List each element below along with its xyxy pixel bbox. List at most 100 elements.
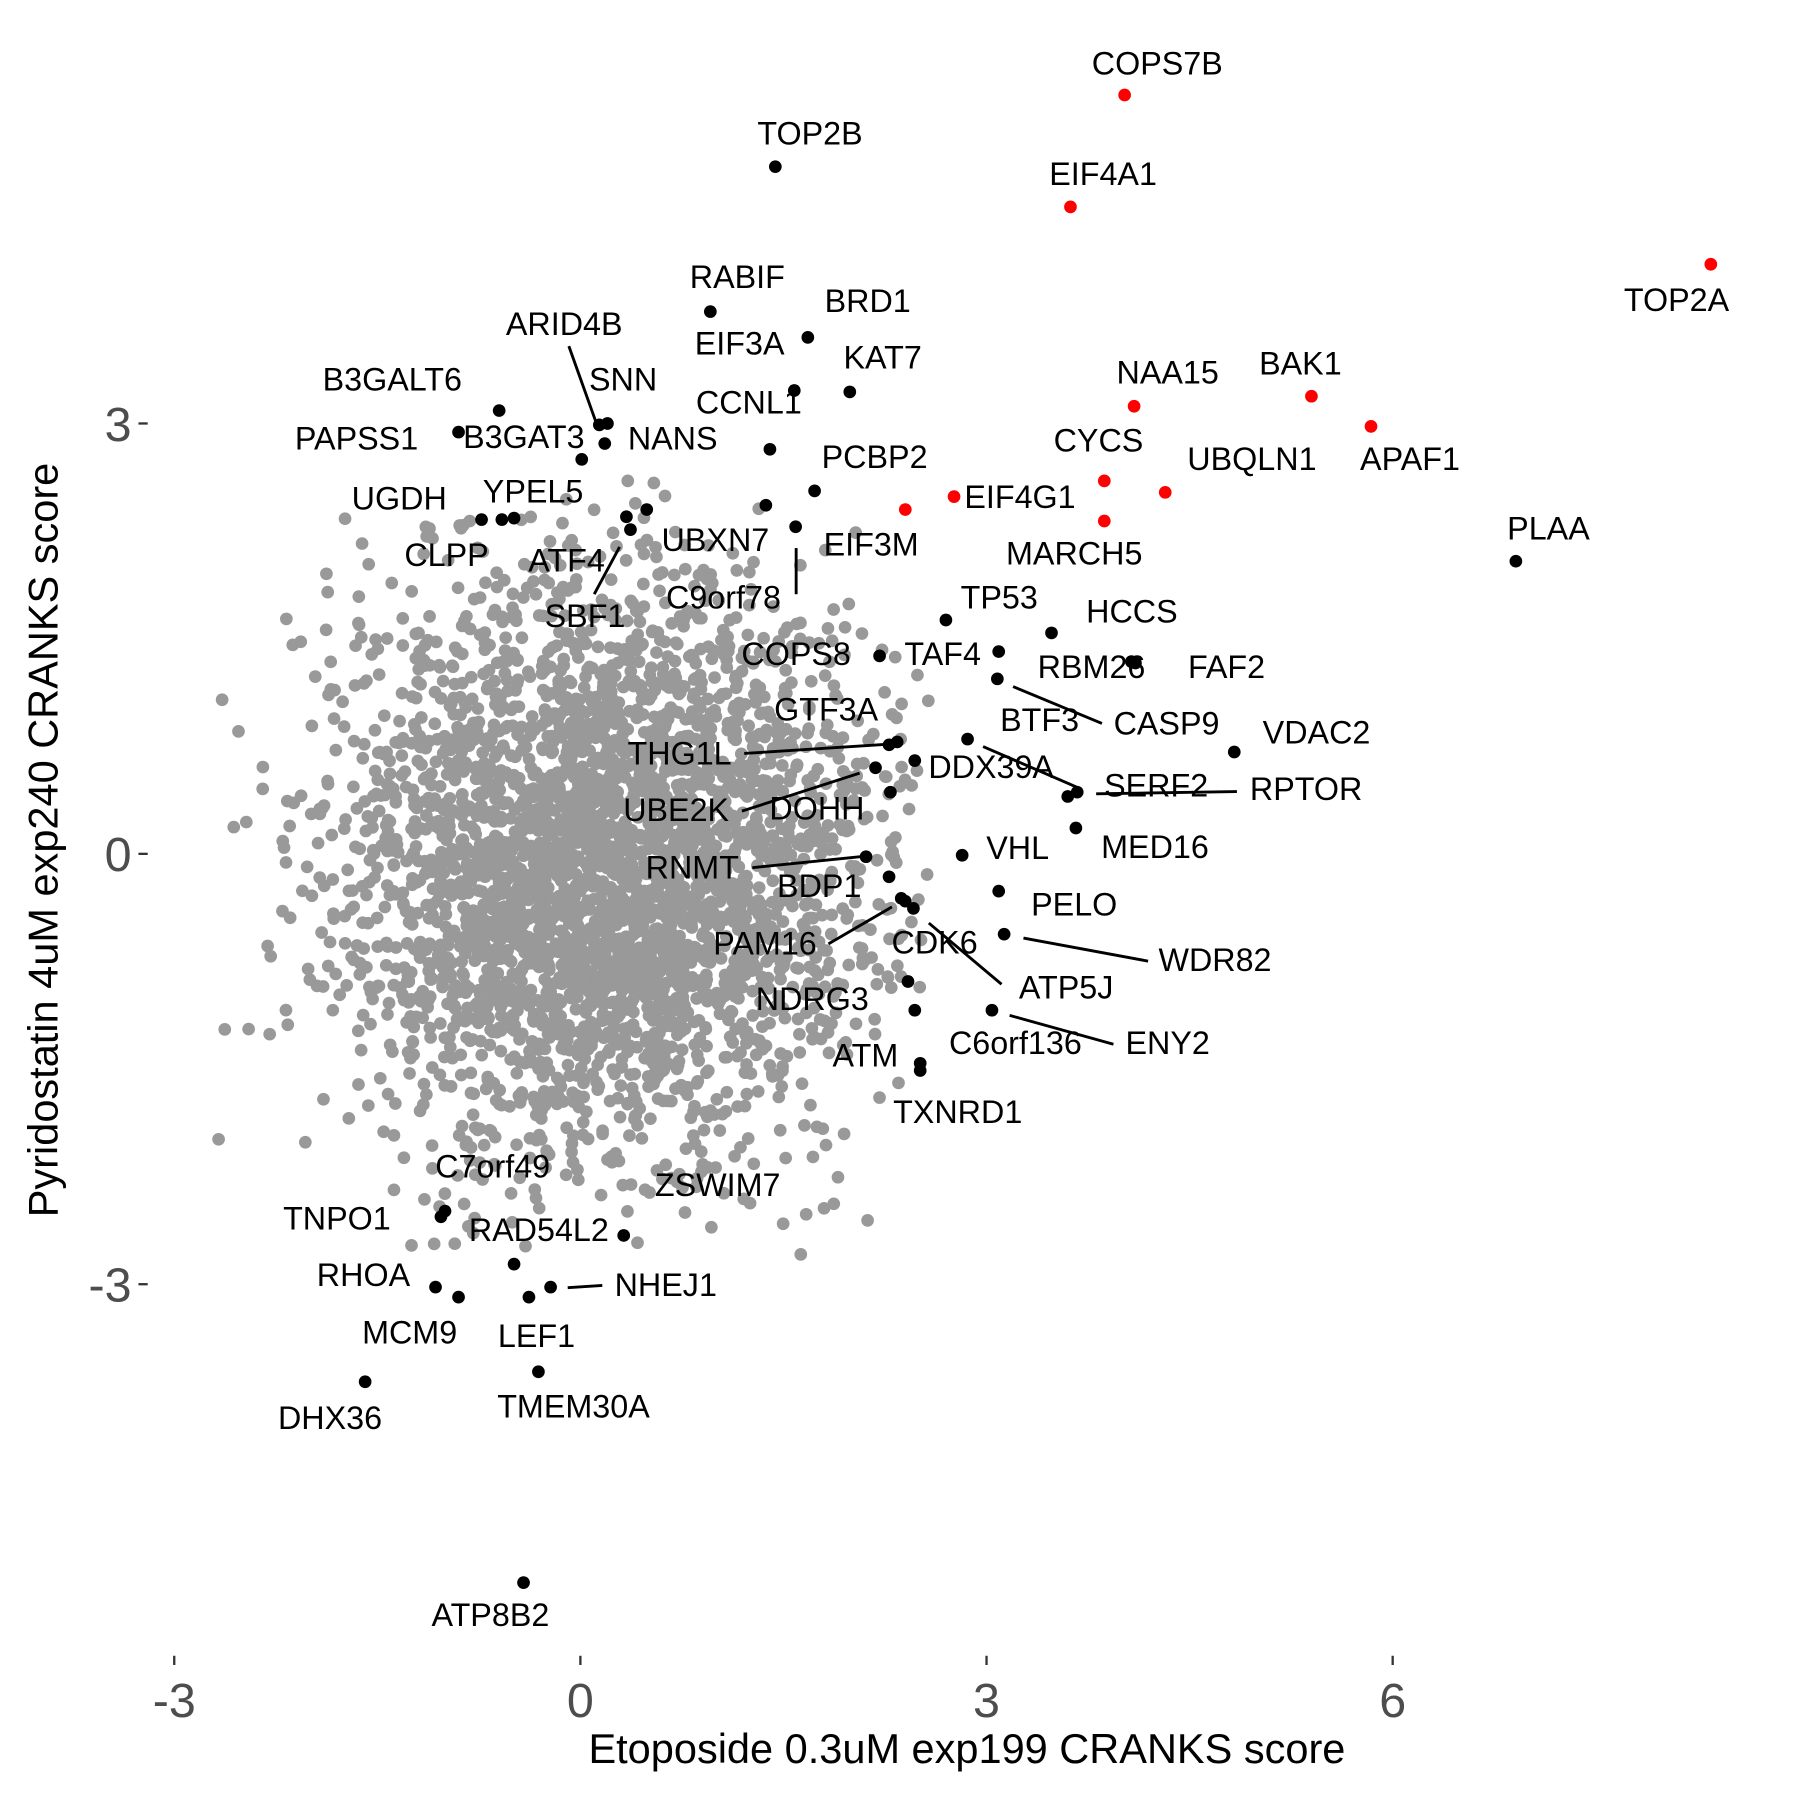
background-point	[465, 692, 479, 706]
background-point	[506, 967, 520, 981]
background-point	[776, 1217, 790, 1231]
background-point	[604, 573, 618, 586]
background-point	[635, 1131, 649, 1145]
background-point	[347, 734, 361, 748]
background-point	[321, 777, 335, 791]
labeled-point	[859, 850, 873, 864]
background-point	[347, 900, 361, 914]
background-point	[601, 1026, 615, 1040]
background-point	[676, 897, 690, 910]
background-point	[383, 767, 397, 781]
background-point	[352, 1078, 365, 1091]
background-point	[564, 676, 578, 690]
background-point	[536, 683, 550, 697]
background-point	[411, 754, 425, 768]
background-point	[830, 692, 844, 705]
background-point	[544, 818, 558, 832]
background-point	[303, 973, 317, 986]
background-point	[452, 723, 465, 737]
point-label: TOP2B	[757, 116, 862, 152]
background-point	[747, 753, 761, 767]
background-point	[913, 980, 927, 994]
labeled-point	[640, 503, 654, 516]
background-point	[621, 1097, 634, 1111]
background-point	[413, 1104, 427, 1118]
background-point	[522, 752, 536, 766]
background-point	[584, 999, 597, 1013]
background-point	[349, 639, 362, 653]
background-point	[471, 947, 485, 961]
point-label: TXNRD1	[893, 1094, 1022, 1130]
point-label: UGDH	[352, 480, 447, 516]
background-point	[554, 1080, 568, 1094]
background-point	[627, 639, 641, 652]
background-point	[470, 788, 484, 802]
background-point	[371, 861, 384, 875]
background-point	[517, 734, 530, 748]
background-point	[400, 937, 414, 950]
background-point	[652, 568, 665, 581]
x-tick-label: 0	[567, 1674, 594, 1728]
background-point	[731, 714, 744, 727]
background-point	[466, 1108, 480, 1122]
background-point	[562, 1018, 575, 1032]
background-point	[814, 847, 827, 861]
point-label: GTF3A	[774, 691, 879, 727]
highlight-point	[947, 490, 961, 503]
point-label: NAA15	[1117, 355, 1219, 391]
background-point	[481, 1012, 495, 1026]
labeled-point	[801, 331, 815, 344]
background-point	[731, 1100, 744, 1113]
labeled-point	[475, 513, 488, 526]
background-point	[397, 1151, 411, 1165]
background-point	[585, 931, 599, 945]
background-point	[806, 1150, 820, 1164]
point-label: DHX36	[278, 1400, 382, 1436]
point-label: B3GALT6	[323, 361, 462, 397]
background-point	[355, 537, 369, 550]
background-point	[317, 799, 331, 812]
background-point	[861, 1214, 874, 1227]
point-label: C9orf78	[666, 580, 781, 616]
background-point	[487, 718, 501, 732]
background-point	[504, 888, 517, 902]
background-point	[545, 768, 558, 782]
background-point	[682, 712, 696, 726]
background-point	[650, 970, 663, 984]
background-point	[519, 1239, 532, 1253]
background-point	[398, 765, 412, 778]
background-point	[496, 655, 509, 669]
background-points	[212, 474, 935, 1261]
background-point	[473, 1122, 487, 1136]
point-label: C6orf136	[949, 1025, 1082, 1061]
background-point	[627, 869, 641, 883]
background-point	[377, 1125, 390, 1139]
labeled-point	[358, 1375, 372, 1389]
labeled-point	[991, 672, 1004, 686]
labeled-point	[532, 1365, 545, 1379]
background-point	[637, 777, 651, 791]
background-point	[323, 935, 337, 949]
background-point	[305, 719, 319, 733]
background-point	[740, 1025, 754, 1039]
background-point	[713, 1124, 727, 1137]
highlight-point	[1097, 474, 1111, 488]
background-point	[583, 660, 596, 674]
background-point	[300, 860, 314, 874]
background-point	[517, 849, 530, 863]
background-point	[458, 614, 471, 628]
background-point	[443, 1030, 456, 1044]
background-point	[489, 992, 503, 1006]
background-point	[453, 519, 467, 532]
background-point	[669, 1082, 682, 1095]
background-point	[401, 1045, 415, 1059]
background-point	[689, 657, 703, 670]
point-label: LEF1	[498, 1318, 575, 1354]
labeled-point	[1069, 821, 1083, 835]
background-point	[700, 1110, 714, 1124]
background-point	[429, 635, 443, 649]
background-point	[480, 682, 494, 696]
background-point	[327, 912, 341, 925]
point-label: PAM16	[713, 926, 817, 962]
x-tick-label: -3	[153, 1674, 196, 1728]
